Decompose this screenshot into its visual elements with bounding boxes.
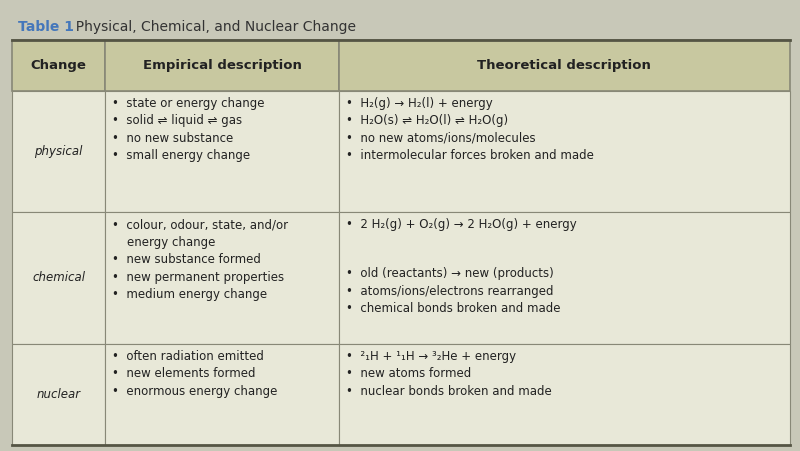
Bar: [106, 91, 338, 212]
Bar: [106, 40, 338, 91]
Text: Table 1: Table 1: [18, 20, 74, 34]
Text: •  often radiation emitted: • often radiation emitted: [112, 350, 264, 363]
Text: •  no new substance: • no new substance: [112, 132, 234, 145]
Text: •  enormous energy change: • enormous energy change: [112, 385, 278, 398]
Text: •  no new atoms/ions/molecules: • no new atoms/ions/molecules: [346, 132, 535, 145]
Text: •  atoms/ions/electrons rearranged: • atoms/ions/electrons rearranged: [346, 285, 554, 298]
Text: •  nuclear bonds broken and made: • nuclear bonds broken and made: [346, 385, 551, 398]
Text: •  small energy change: • small energy change: [112, 149, 250, 162]
Text: physical: physical: [34, 145, 83, 158]
Text: •  new permanent properties: • new permanent properties: [112, 271, 285, 284]
Bar: [338, 212, 790, 344]
Bar: [12, 40, 106, 91]
Text: •  chemical bonds broken and made: • chemical bonds broken and made: [346, 302, 560, 315]
Bar: [12, 91, 106, 212]
Text: •  solid ⇌ liquid ⇌ gas: • solid ⇌ liquid ⇌ gas: [112, 114, 242, 127]
Bar: [338, 91, 790, 212]
Text: •  intermolecular forces broken and made: • intermolecular forces broken and made: [346, 149, 594, 162]
Text: Theoretical description: Theoretical description: [478, 59, 651, 72]
Text: •  H₂(g) → H₂(l) + energy: • H₂(g) → H₂(l) + energy: [346, 97, 493, 110]
Text: nuclear: nuclear: [37, 388, 81, 401]
Text: •  new substance formed: • new substance formed: [112, 253, 262, 266]
Bar: [12, 212, 106, 344]
Text: •  2 H₂(g) + O₂(g) → 2 H₂O(g) + energy: • 2 H₂(g) + O₂(g) → 2 H₂O(g) + energy: [346, 218, 577, 231]
Text: •  H₂O(s) ⇌ H₂O(l) ⇌ H₂O(g): • H₂O(s) ⇌ H₂O(l) ⇌ H₂O(g): [346, 114, 508, 127]
Bar: [12, 344, 106, 445]
Text: •  ²₁H + ¹₁H → ³₂He + energy: • ²₁H + ¹₁H → ³₂He + energy: [346, 350, 516, 363]
Bar: [338, 344, 790, 445]
Text: •  new elements formed: • new elements formed: [112, 367, 256, 380]
Text: •  state or energy change: • state or energy change: [112, 97, 265, 110]
Text: Empirical description: Empirical description: [142, 59, 302, 72]
Bar: [338, 40, 790, 91]
Text: energy change: energy change: [112, 235, 216, 249]
Text: •  old (reactants) → new (products): • old (reactants) → new (products): [346, 267, 554, 280]
Text: Physical, Chemical, and Nuclear Change: Physical, Chemical, and Nuclear Change: [67, 20, 356, 34]
Bar: [106, 344, 338, 445]
Text: chemical: chemical: [32, 272, 85, 285]
Text: •  colour, odour, state, and/or: • colour, odour, state, and/or: [112, 218, 289, 231]
Text: Change: Change: [30, 59, 86, 72]
Text: •  new atoms formed: • new atoms formed: [346, 367, 471, 380]
Bar: [106, 212, 338, 344]
Text: •  medium energy change: • medium energy change: [112, 288, 267, 301]
